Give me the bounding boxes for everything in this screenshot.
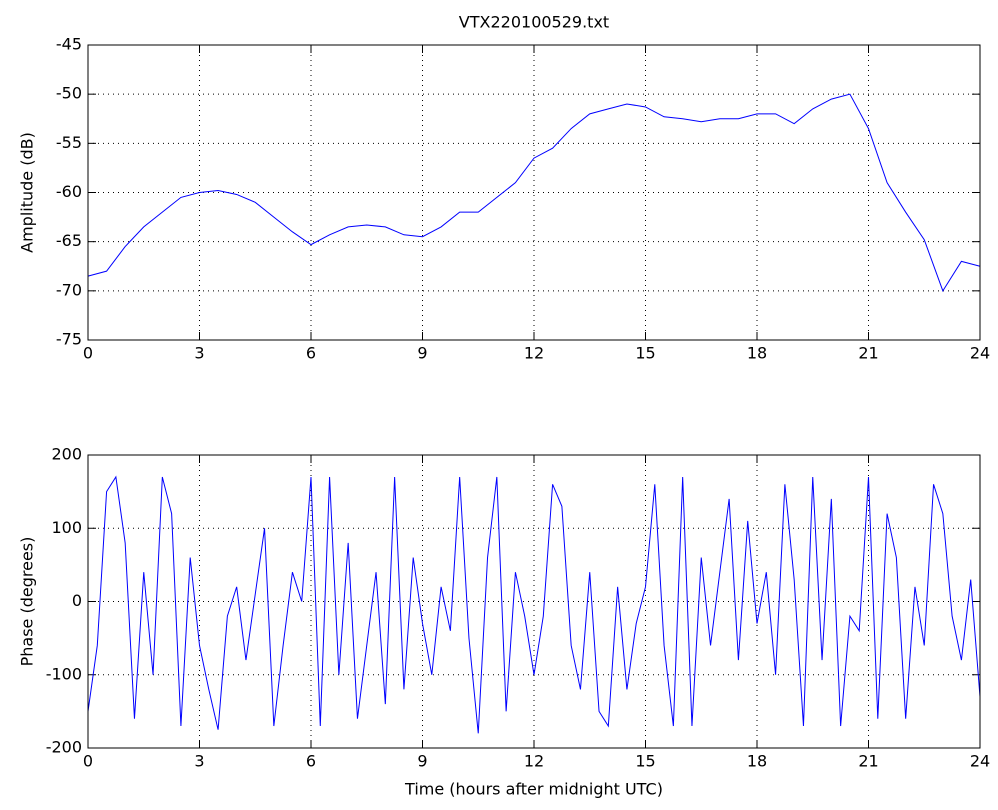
x-tick-label: 9 — [417, 752, 427, 771]
y-tick-label: -100 — [46, 664, 82, 683]
x-tick-label: 15 — [635, 752, 655, 771]
data-line — [87, 475, 981, 734]
y-tick-label: -50 — [56, 84, 82, 103]
x-tick-label: 0 — [83, 344, 93, 363]
y-tick-label: -200 — [46, 738, 82, 757]
y-tick-label: 200 — [51, 445, 82, 464]
x-tick-label: 21 — [858, 344, 878, 363]
y-tick-label: -65 — [56, 231, 82, 250]
y-axis-label: Amplitude (dB) — [18, 132, 37, 253]
x-tick-label: 3 — [194, 344, 204, 363]
y-tick-label: -60 — [56, 182, 82, 201]
y-tick-label: -45 — [56, 35, 82, 54]
y-tick-label: 100 — [51, 518, 82, 537]
y-tick-label: 0 — [72, 591, 82, 610]
x-tick-label: 18 — [747, 344, 767, 363]
x-tick-label: 9 — [417, 344, 427, 363]
axes-frame — [87, 454, 981, 749]
x-tick-label: 3 — [194, 752, 204, 771]
x-axis-label: Time (hours after midnight UTC) — [404, 780, 663, 799]
x-tick-label: 21 — [858, 752, 878, 771]
chart-title: VTX220100529.txt — [459, 13, 609, 32]
x-tick-label: 18 — [747, 752, 767, 771]
y-axis-label: Phase (degrees) — [18, 537, 37, 667]
x-tick-label: 12 — [524, 344, 544, 363]
x-tick-label: 0 — [83, 752, 93, 771]
x-tick-label: 15 — [635, 344, 655, 363]
x-tick-label: 6 — [306, 752, 316, 771]
y-tick-label: -70 — [56, 280, 82, 299]
x-tick-label: 24 — [970, 752, 990, 771]
y-tick-label: -55 — [56, 133, 82, 152]
x-tick-label: 12 — [524, 752, 544, 771]
data-line — [87, 93, 981, 292]
x-tick-label: 6 — [306, 344, 316, 363]
axes-frame — [87, 44, 981, 341]
x-tick-label: 24 — [970, 344, 990, 363]
y-tick-label: -75 — [56, 330, 82, 349]
